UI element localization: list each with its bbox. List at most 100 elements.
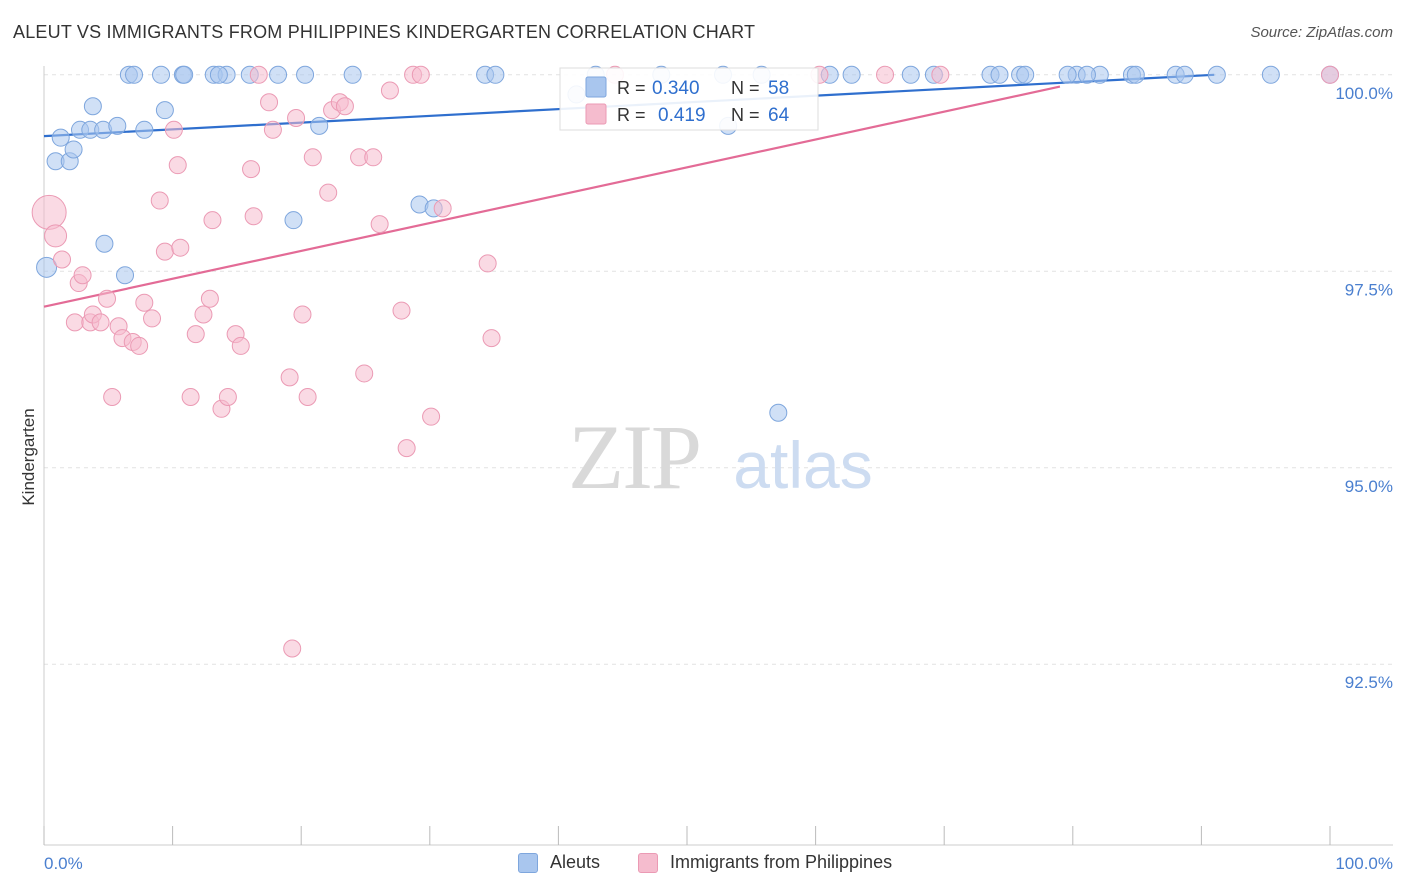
philippines-point (931, 65, 950, 84)
stats-box: R = 0.340 N = 58 R = 0.419 N = 64 (559, 67, 819, 131)
philippines-point (287, 109, 306, 128)
aleut-point (64, 140, 83, 159)
philippines-point (280, 368, 299, 387)
philippines-point (103, 388, 122, 407)
philippines-point (73, 266, 92, 285)
philippines-point (171, 238, 190, 257)
legend-swatch-pink (638, 852, 658, 873)
philippines-point (65, 313, 84, 332)
stats-r-value-pink: 0.419 (658, 105, 706, 126)
philippines-point (380, 81, 399, 100)
aleut-point (486, 65, 505, 84)
aleut-point (152, 65, 171, 84)
philippines-point (260, 93, 279, 112)
y-tick-label: 97.5% (1345, 280, 1393, 299)
legend-item-philippines[interactable]: Immigrants from Philippines (638, 852, 892, 873)
stats-pink-swatch (585, 103, 607, 125)
philippines-point (293, 305, 312, 324)
philippines-point (98, 289, 117, 308)
aleut-point (269, 65, 288, 84)
philippines-point (218, 388, 237, 407)
y-tick-label: 95.0% (1345, 477, 1393, 496)
aleut-point (284, 211, 303, 230)
aleut-point (135, 120, 154, 139)
stats-r-label-pink: R = (617, 105, 646, 125)
legend-label-aleuts: Aleuts (550, 852, 601, 872)
philippines-point (203, 211, 222, 230)
legend-label-philippines: Immigrants from Philippines (670, 852, 893, 872)
legend-swatch-blue (518, 852, 538, 873)
aleut-point (1261, 65, 1280, 84)
aleut-point (1207, 65, 1226, 84)
philippines-point (478, 254, 497, 273)
aleut-point (155, 101, 174, 120)
aleut-point (95, 234, 114, 253)
aleut-point (343, 65, 362, 84)
philippines-point (249, 65, 268, 84)
aleut-point (1058, 65, 1077, 84)
philippines-point (482, 329, 501, 348)
x-tick-label: 0.0% (44, 854, 83, 873)
philippines-point (150, 191, 169, 210)
philippines-point (422, 407, 441, 426)
axes (43, 66, 1393, 846)
aleut-point (310, 116, 329, 135)
philippines-point (53, 250, 72, 269)
stats-n-value-pink: 64 (768, 105, 790, 126)
philippines-point (44, 224, 68, 248)
philippines-point (31, 194, 67, 230)
philippines-point (135, 293, 154, 312)
stats-blue-swatch (585, 76, 607, 98)
aleut-point (1077, 65, 1096, 84)
philippines-point (143, 309, 162, 328)
chart-title: ALEUT VS IMMIGRANTS FROM PHILIPPINES KIN… (13, 22, 756, 42)
aleut-point (296, 65, 315, 84)
philippines-point (181, 388, 200, 407)
philippines-point (231, 336, 250, 355)
watermark-atlas: atlas (733, 428, 872, 502)
philippines-point (298, 388, 317, 407)
philippines-trend-line (43, 85, 1061, 308)
philippines-point (91, 313, 110, 332)
philippines-point (283, 639, 302, 658)
philippines-point (411, 65, 430, 84)
aleut-point (36, 256, 58, 278)
legend-item-aleuts[interactable]: Aleuts (518, 852, 600, 873)
aleut-point (175, 65, 194, 84)
data-points (31, 65, 1339, 658)
stats-n-label-pink: N = (731, 105, 760, 125)
aleut-point (842, 65, 861, 84)
philippines-point (303, 148, 322, 167)
philippines-point (130, 336, 149, 355)
philippines-point (168, 156, 187, 175)
stats-n-value-blue: 58 (768, 78, 789, 99)
x-tick-label: 100.0% (1335, 854, 1393, 873)
philippines-point (370, 215, 389, 234)
philippines-point (335, 97, 354, 116)
stats-r-label-blue: R = (617, 78, 646, 98)
y-tick-label: 92.5% (1345, 673, 1393, 692)
y-tick-label: 100.0% (1335, 84, 1393, 103)
aleut-point (1175, 65, 1194, 84)
aleut-point (51, 128, 70, 147)
aleut-point (116, 266, 135, 285)
aleut-point (990, 65, 1009, 84)
watermark-zip: ZIP (568, 406, 700, 508)
source-credit: Source: ZipAtlas.com (1250, 24, 1393, 41)
aleut-point (125, 65, 144, 84)
philippines-point (242, 160, 261, 179)
philippines-point (186, 325, 205, 344)
philippines-point (355, 364, 374, 383)
philippines-point (319, 183, 338, 202)
philippines-point (164, 120, 183, 139)
philippines-point (364, 148, 383, 167)
aleut-point (1126, 65, 1145, 84)
philippines-point (1321, 65, 1339, 84)
aleut-point (108, 116, 127, 135)
philippines-point (876, 65, 895, 84)
philippines-point (433, 199, 452, 218)
aleut-point (901, 65, 920, 84)
stats-n-label-blue: N = (731, 78, 760, 98)
stats-r-value-blue: 0.340 (652, 78, 700, 99)
